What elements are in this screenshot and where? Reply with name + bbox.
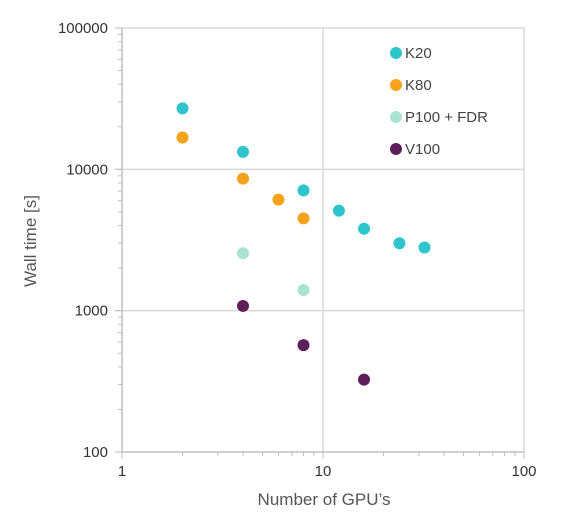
legend-marker-p100-fdr [390, 111, 402, 123]
y-axis-title: Wall time [s] [21, 195, 40, 287]
point-k20 [297, 184, 310, 197]
legend-label-v100: V100 [405, 141, 440, 158]
legend-label-k80: K80 [405, 77, 432, 94]
point-k80 [297, 212, 310, 225]
point-v100 [358, 373, 371, 386]
gridlines [122, 27, 525, 452]
legend-marker-v100 [390, 143, 402, 155]
point-k20 [176, 102, 189, 115]
legend-marker-k80 [390, 79, 402, 91]
x-tick-label: 10 [315, 463, 332, 480]
tick-labels: 1 10 100 100 1000 10000 100000 [58, 20, 537, 480]
point-v100 [297, 339, 310, 352]
point-k20 [358, 222, 371, 235]
y-tick-label: 1000 [75, 303, 108, 320]
legend-marker-k20 [390, 47, 402, 59]
axes [115, 27, 525, 459]
point-k20 [237, 145, 250, 158]
point-p100-fdr [237, 247, 250, 260]
point-k20 [418, 241, 431, 254]
data-points [176, 102, 431, 386]
legend-label-k20: K20 [405, 45, 432, 62]
y-tick-label: 10000 [66, 161, 108, 178]
point-p100-fdr [297, 284, 310, 297]
point-v100 [237, 299, 250, 312]
y-tick-label: 100 [83, 444, 108, 461]
point-k80 [176, 131, 189, 144]
point-k20 [393, 237, 406, 250]
point-k80 [237, 172, 250, 185]
legend-label-p100-fdr: P100 + FDR [405, 109, 488, 126]
x-tick-label: 1 [118, 463, 126, 480]
x-axis-title: Number of GPU’s [258, 490, 391, 509]
point-k80 [272, 193, 285, 206]
point-k20 [332, 204, 345, 217]
y-tick-label: 100000 [58, 20, 108, 37]
legend: K20 K80 P100 + FDR V100 [390, 45, 488, 158]
x-tick-label: 100 [511, 463, 536, 480]
